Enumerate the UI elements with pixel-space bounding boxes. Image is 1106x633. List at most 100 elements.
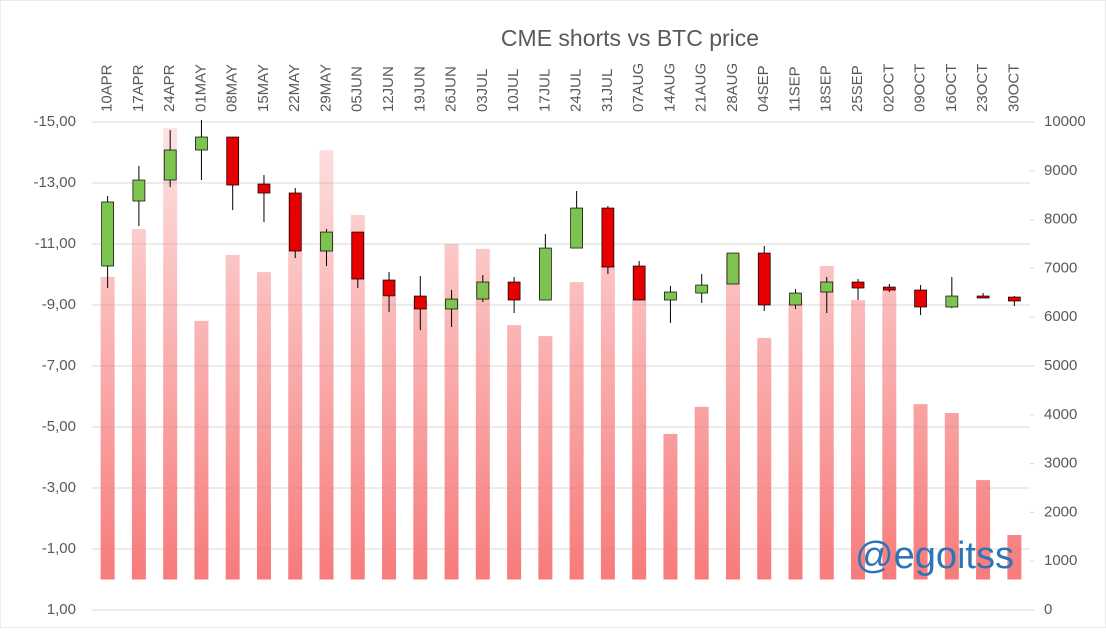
x-tick-label: 25SEP (849, 65, 866, 112)
candle-body (726, 252, 740, 285)
candle-body (664, 291, 677, 301)
bar (944, 412, 959, 580)
y2-tick-label: 10000 (1044, 113, 1086, 130)
bar (100, 276, 115, 580)
y2-tick-label: 0 (1044, 601, 1052, 618)
candle-body (695, 284, 709, 294)
x-tick-label: 07AUG (630, 63, 647, 112)
candle-body (820, 281, 834, 293)
y-tick-label: -1,00 (42, 540, 76, 557)
bar (538, 336, 553, 580)
candle-body (945, 295, 959, 308)
candle-body (789, 292, 802, 306)
bar (663, 434, 678, 580)
x-tick-label: 26JUN (443, 66, 460, 112)
x-tick-label: 29MAY (317, 64, 334, 112)
x-tick-label: 18SEP (818, 65, 835, 112)
candle-body (976, 295, 990, 299)
candle-body (195, 136, 208, 151)
x-tick-label: 15MAY (255, 64, 272, 112)
bar (288, 192, 303, 580)
candle-body (507, 281, 521, 301)
x-tick-label: 23OCT (974, 64, 991, 112)
bar (413, 300, 428, 580)
y2-tick-label: 3000 (1044, 455, 1077, 472)
y2-tick-label: 1000 (1044, 552, 1077, 569)
candle-body (320, 231, 333, 252)
y-tick-label: -3,00 (42, 479, 76, 496)
bar (1007, 534, 1022, 580)
bar (725, 254, 740, 580)
candle-body (632, 265, 646, 301)
x-tick-label: 08MAY (224, 64, 241, 112)
candle-body (132, 179, 146, 202)
bar (319, 150, 334, 580)
bar (851, 300, 866, 580)
y-tick-label: -5,00 (42, 418, 76, 435)
bar (350, 215, 365, 580)
y-tick-label: -13,00 (33, 174, 76, 191)
bar (507, 325, 522, 580)
x-tick-label: 14AUG (661, 63, 678, 112)
candle-body (351, 231, 365, 280)
bar (194, 320, 209, 580)
x-tick-label: 09OCT (912, 64, 929, 112)
bar (694, 406, 709, 580)
candle-body (445, 298, 458, 310)
bar (382, 297, 397, 580)
candle-body (413, 295, 427, 310)
candle-body (226, 136, 240, 186)
candle-body (163, 149, 177, 181)
bar (163, 128, 178, 580)
x-tick-label: 11SEP (786, 66, 803, 112)
bar (819, 265, 834, 580)
x-tick-label: 16OCT (943, 64, 960, 112)
x-tick-label: 17JUL (536, 69, 553, 112)
candle-body (1008, 296, 1021, 302)
bar (569, 282, 584, 580)
x-tick-label: 02OCT (880, 64, 897, 112)
x-tick-label: 12JUN (380, 66, 397, 112)
x-tick-label: 28AUG (724, 63, 741, 112)
candle-body (851, 281, 865, 289)
candle-body (757, 252, 771, 306)
candle-body (601, 207, 615, 268)
bar (600, 265, 615, 580)
x-tick-label: 03JUL (474, 69, 491, 112)
bar (632, 300, 647, 580)
candle-body (288, 192, 302, 252)
x-tick-label: 24JUL (568, 69, 585, 112)
y2-tick-label: 8000 (1044, 211, 1077, 228)
bar (913, 404, 928, 580)
candle-body (382, 279, 396, 297)
y2-tick-label: 5000 (1044, 357, 1077, 374)
bar (225, 254, 240, 580)
y2-tick-label: 6000 (1044, 308, 1077, 325)
y-tick-label: -11,00 (35, 235, 76, 252)
bar (976, 480, 991, 580)
x-tick-label: 22MAY (286, 64, 303, 112)
x-tick-label: 17APR (130, 64, 147, 112)
bar (444, 244, 459, 580)
x-tick-label: 05JUN (349, 66, 366, 112)
x-tick-label: 10APR (99, 64, 116, 112)
watermark: @egoitss (855, 535, 1014, 577)
candle-body (101, 201, 114, 267)
y-tick-label: -9,00 (42, 296, 76, 313)
bar (882, 289, 897, 580)
x-tick-label: 24APR (161, 64, 178, 112)
bar (475, 248, 490, 580)
x-tick-label: 01MAY (192, 64, 209, 112)
candle-body (882, 286, 896, 291)
bar (788, 300, 803, 580)
y2-tick-label: 9000 (1044, 162, 1077, 179)
y2-tick-label: 7000 (1044, 259, 1077, 276)
candle-body (539, 247, 552, 301)
x-tick-label: 31JUL (599, 69, 616, 112)
candle-body (914, 289, 927, 308)
x-tick-label: 04SEP (755, 65, 772, 112)
y-tick-label: 1,00 (47, 601, 76, 618)
candle-body (570, 207, 583, 249)
